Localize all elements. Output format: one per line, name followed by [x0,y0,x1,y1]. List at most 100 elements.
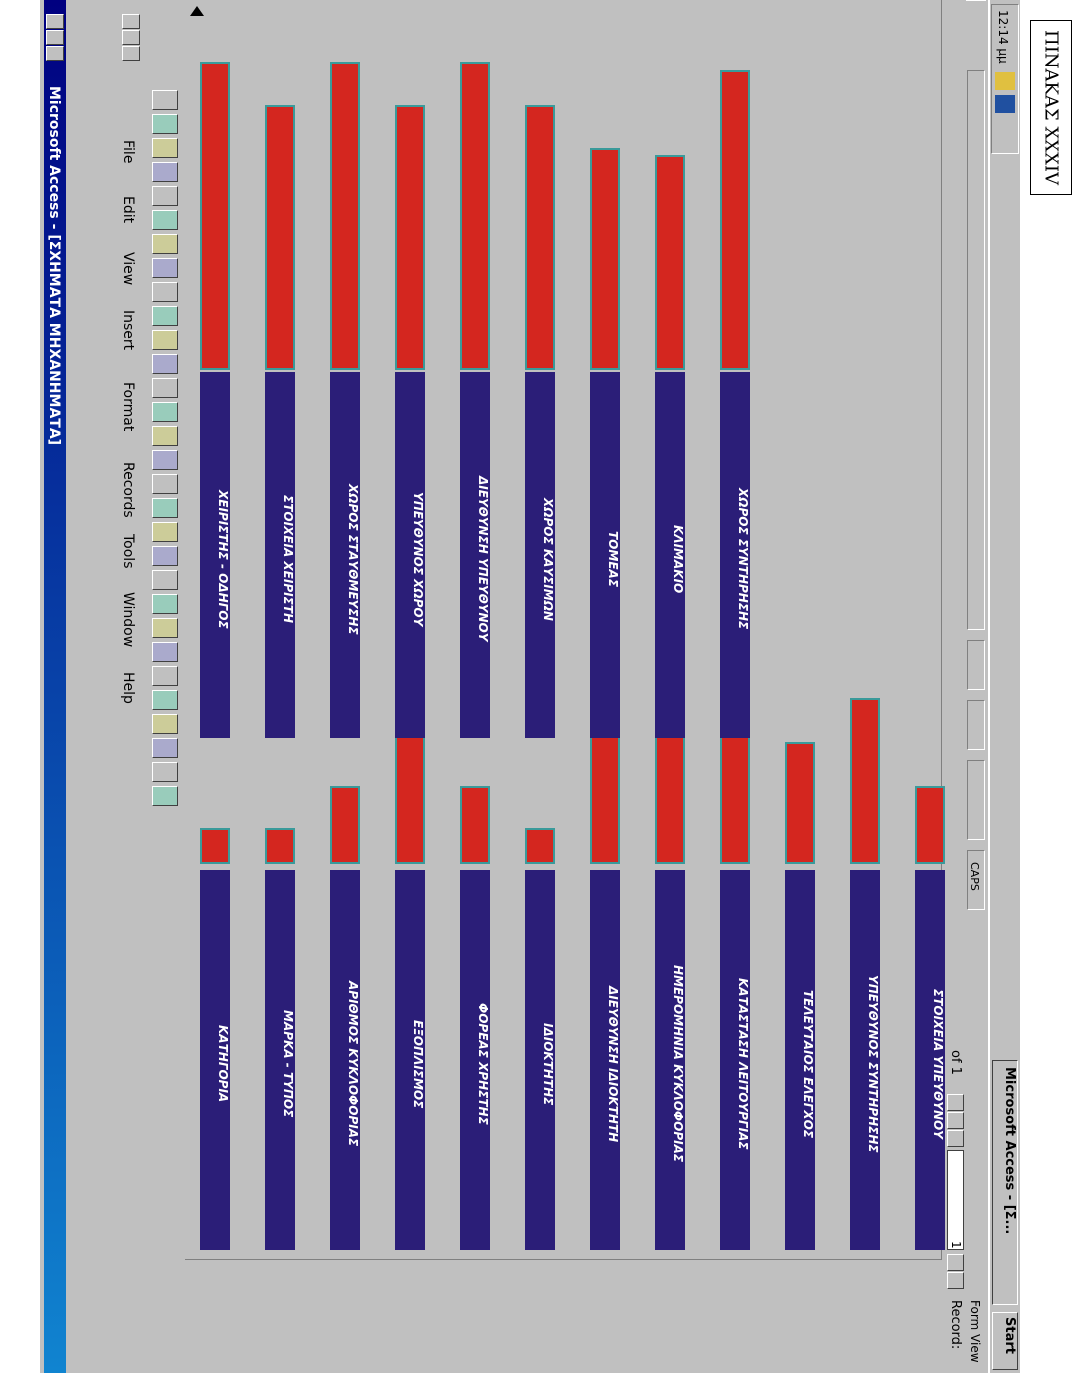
window-button[interactable] [46,46,64,61]
tray [991,4,1019,154]
field-box[interactable] [200,62,230,370]
toolbar-icon[interactable] [152,474,178,494]
toolbar-icon[interactable] [152,282,178,302]
tray-icon [995,95,1015,113]
field-label: ΚΛΙΜΑΚΙΟ [655,372,685,738]
menu-item[interactable]: Window [120,592,136,648]
toolbar-icon[interactable] [152,306,178,326]
toolbar-icon[interactable] [152,642,178,662]
task-button[interactable]: Microsoft Access - [Σ... [992,1060,1018,1305]
window-button[interactable] [46,30,64,45]
field-box[interactable] [460,62,490,370]
document-button[interactable] [122,46,140,61]
field-label: ΕΞΟΠΛΙΣΜΟΣ [395,870,425,1250]
toolbar-icon[interactable] [152,618,178,638]
toolbar-icon[interactable] [152,234,178,254]
menu-item[interactable]: Tools [120,534,136,569]
toolbar-icon[interactable] [152,738,178,758]
menu-item[interactable]: Help [120,672,136,704]
toolbar-icon[interactable] [152,498,178,518]
toolbar-icon[interactable] [152,210,178,230]
toolbar-icon[interactable] [152,762,178,782]
field-box[interactable] [330,786,360,864]
nav-button[interactable] [947,1130,964,1147]
toolbar-icon[interactable] [152,378,178,398]
status-panel [967,700,985,750]
field-box[interactable] [265,105,295,370]
status-panel [967,760,985,840]
field-label: ΧΩΡΟΣ ΚΑΥΣΙΜΩΝ [525,372,555,738]
field-label: ΤΕΛΕΥΤΑΙΟΣ ΕΛΕΓΧΟΣ [785,870,815,1250]
status-panel [967,70,985,630]
caption: ΠΙΝΑΚΑΣ XXXIV [1040,29,1062,185]
toolbar-icon[interactable] [152,186,178,206]
nav-button[interactable] [947,1254,964,1271]
field-box[interactable] [265,828,295,864]
field-label: ΦΟΡΕΑΣ ΧΡΗΣΤΗΣ [460,870,490,1250]
status-text: Form View [968,1300,982,1363]
field-box[interactable] [525,828,555,864]
menu-item[interactable]: Insert [120,310,136,351]
field-label: ΑΡΙΘΜΟΣ ΚΥΚΛΟΦΟΡΙΑΣ [330,870,360,1250]
toolbar-icon[interactable] [152,666,178,686]
menu-item[interactable]: File [120,140,136,164]
field-box[interactable] [720,70,750,370]
record-selector [190,6,204,16]
field-box[interactable] [655,155,685,370]
nav-button[interactable] [947,1112,964,1129]
window-button[interactable] [46,14,64,29]
field-box[interactable] [915,786,945,864]
toolbar-icon[interactable] [152,114,178,134]
toolbar-icon[interactable] [152,402,178,422]
toolbar-icon[interactable] [152,450,178,470]
field-box[interactable] [200,828,230,864]
nav-button[interactable] [947,1272,964,1289]
field-label: ΔΙΕΥΘΥΝΣΗ ΥΠΕΥΘΥΝΟΥ [460,372,490,738]
toolbar-icon[interactable] [152,690,178,710]
field-box[interactable] [785,742,815,864]
toolbar-icon[interactable] [152,330,178,350]
nav-button[interactable] [947,1094,964,1111]
status-bar [966,0,986,1373]
toolbar-icon[interactable] [152,570,178,590]
toolbar-icon[interactable] [152,138,178,158]
toolbar-icon[interactable] [152,594,178,614]
start-button[interactable]: Start [992,1312,1018,1370]
field-box[interactable] [460,786,490,864]
field-box[interactable] [395,105,425,370]
toolbar-icon[interactable] [152,522,178,542]
window-title: Microsoft Access - [ΣΧΗΜΑΤΑ ΜΗΧΑΝΗΜΑΤΑ] [46,86,62,446]
tray-icon [995,72,1015,90]
toolbar-icon[interactable] [152,90,178,110]
toolbar-icon[interactable] [152,354,178,374]
form-area [185,0,942,1260]
menu-item[interactable]: Edit [120,196,136,224]
field-label: ΧΩΡΟΣ ΣΥΝΤΗΡΗΣΗΣ [720,372,750,738]
toolbar-icon[interactable] [152,546,178,566]
nav-total: of 1 [948,1050,963,1075]
title-bar [44,0,66,1373]
status-caps: CAPS [968,862,981,891]
document-button[interactable] [122,30,140,45]
field-box[interactable] [590,148,620,370]
toolbar-icon[interactable] [152,162,178,182]
nav-current[interactable]: 1 [947,1150,964,1250]
toolbar-icon[interactable] [152,258,178,278]
field-label: ΜΑΡΚΑ - ΤΥΠΟΣ [265,870,295,1250]
toolbar-icon[interactable] [152,426,178,446]
field-box[interactable] [525,105,555,370]
field-label: ΚΑΤΑΣΤΑΣΗ ΛΕΙΤΟΥΡΓΙΑΣ [720,870,750,1250]
field-label: ΙΔΙΟΚΤΗΤΗΣ [525,870,555,1250]
field-box[interactable] [850,698,880,864]
toolbar-icon[interactable] [152,786,178,806]
field-label: ΥΠΕΥΘΥΝΟΣ ΧΩΡΟΥ [395,372,425,738]
menu-item[interactable]: Records [120,462,136,518]
menu-item[interactable]: View [120,252,136,286]
field-box[interactable] [330,62,360,370]
document-button[interactable] [122,14,140,29]
field-label: ΔΙΕΥΘΥΝΣΗ ΙΔΙΟΚΤΗΤΗ [590,870,620,1250]
menu-item[interactable]: Format [120,382,136,432]
status-panel [967,640,985,690]
toolbar-icon[interactable] [152,714,178,734]
nav-label: Record: [948,1300,963,1350]
